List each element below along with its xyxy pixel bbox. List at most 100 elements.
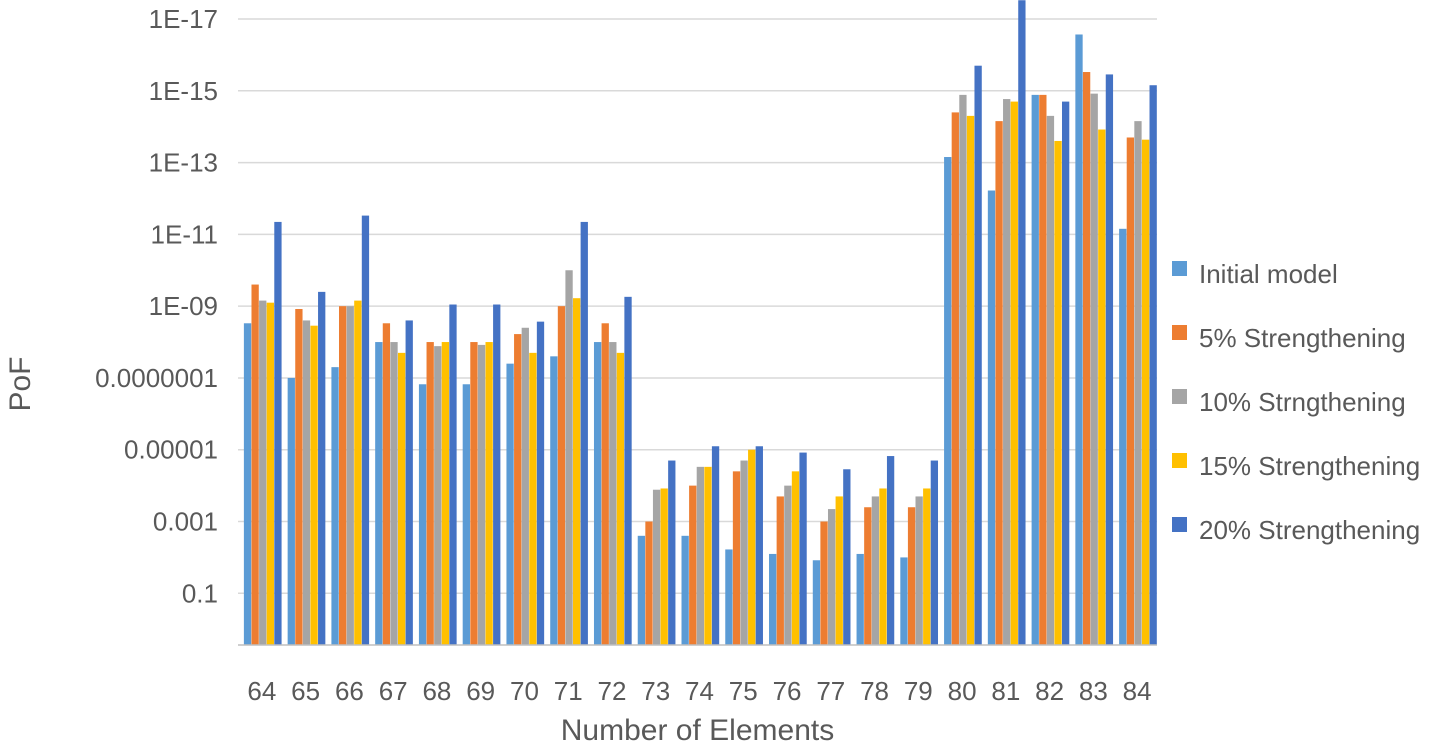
bar <box>748 449 756 645</box>
bar <box>243 323 252 645</box>
x-tick-label: 66 <box>335 676 364 706</box>
bar <box>1031 94 1039 646</box>
bar <box>820 521 828 645</box>
bar <box>616 352 625 645</box>
bar <box>681 535 689 645</box>
bar <box>915 496 923 645</box>
bar <box>274 221 282 646</box>
bar <box>923 488 931 645</box>
bar <box>331 367 339 645</box>
bar <box>732 471 741 645</box>
x-tick-label: 77 <box>816 676 845 706</box>
x-tick-label: 64 <box>247 676 276 706</box>
bar <box>755 446 763 645</box>
bar <box>506 363 514 645</box>
bar <box>529 352 537 645</box>
x-tick-label: 68 <box>422 676 451 706</box>
bar <box>609 342 617 645</box>
bar <box>1098 129 1106 646</box>
x-tick-label: 78 <box>860 676 889 706</box>
bar <box>696 466 704 645</box>
legend-label: Initial model <box>1199 259 1338 289</box>
legend-swatch <box>1172 389 1187 404</box>
bar <box>397 352 406 645</box>
bar <box>1082 72 1091 646</box>
x-tick-label: 76 <box>773 676 802 706</box>
y-axis-ticks: 0.1 0.001 0.00001 0.0000001 1E-09 1E-11 1E-13 1… <box>95 4 218 608</box>
bar <box>493 304 501 645</box>
legend-label: 10% Strngthening <box>1199 387 1406 417</box>
bar <box>550 356 558 645</box>
legend-label: 15% Strengthening <box>1199 451 1420 481</box>
bar <box>521 327 529 645</box>
x-tick-label: 74 <box>685 676 714 706</box>
bar <box>565 270 573 645</box>
bar <box>784 485 792 645</box>
bar <box>1010 101 1018 646</box>
bar <box>375 342 383 645</box>
y-tick-label: 1E-15 <box>149 76 218 106</box>
bar <box>1054 140 1062 645</box>
bar <box>449 304 457 645</box>
bar <box>987 190 996 645</box>
bar <box>624 296 632 645</box>
bars <box>243 0 1157 646</box>
bar <box>259 300 267 645</box>
x-axis-ticks: 64 65 66 67 68 69 70 71 72 73 74 75 76 77 78 79 80 81 82 83… <box>247 676 1151 706</box>
bar <box>843 469 851 645</box>
bar <box>339 306 347 645</box>
y-axis-title: PoF <box>4 356 37 411</box>
legend-label: 5% Strengthening <box>1199 323 1406 353</box>
bar <box>470 342 478 645</box>
bar <box>573 298 581 645</box>
x-tick-label: 75 <box>729 676 758 706</box>
bar <box>959 94 967 646</box>
bar <box>879 488 887 645</box>
bar <box>418 384 427 645</box>
x-tick-label: 72 <box>598 676 627 706</box>
bar <box>1090 93 1098 645</box>
x-tick-label: 70 <box>510 676 539 706</box>
bar <box>462 384 470 645</box>
bar <box>740 460 748 645</box>
bar <box>295 308 303 645</box>
bar <box>974 65 982 645</box>
bar <box>856 553 864 645</box>
bar <box>645 521 653 645</box>
x-axis-title: Number of Elements <box>561 714 834 747</box>
x-tick-label: 71 <box>554 676 583 706</box>
x-tick-label: 82 <box>1035 676 1064 706</box>
bar <box>426 342 434 645</box>
bar <box>557 306 566 645</box>
x-tick-label: 84 <box>1123 676 1152 706</box>
bar <box>668 460 676 645</box>
bar <box>835 496 843 645</box>
bar <box>434 346 442 645</box>
x-tick-label: 79 <box>904 676 933 706</box>
x-tick-label: 81 <box>991 676 1020 706</box>
bar <box>1046 115 1055 645</box>
legend-swatch <box>1172 453 1187 468</box>
bar <box>864 507 872 645</box>
bar <box>812 560 821 645</box>
bar <box>725 549 733 645</box>
legend-swatch <box>1172 325 1187 340</box>
x-tick-label: 73 <box>641 676 670 706</box>
y-tick-label: 1E-09 <box>149 291 218 321</box>
bar <box>900 557 908 645</box>
bar <box>951 112 959 645</box>
bar <box>776 496 784 645</box>
bar <box>1105 74 1114 646</box>
y-tick-label: 1E-17 <box>149 4 218 34</box>
y-tick-label: 1E-13 <box>149 148 218 178</box>
bar <box>251 284 259 645</box>
bar <box>1039 94 1047 646</box>
bar <box>536 321 545 645</box>
bar <box>769 553 777 645</box>
y-tick-label: 0.0000001 <box>95 363 218 393</box>
bar <box>302 320 311 645</box>
bar <box>1075 34 1083 646</box>
bar <box>966 115 975 645</box>
bar <box>390 342 398 645</box>
bar <box>827 509 836 645</box>
